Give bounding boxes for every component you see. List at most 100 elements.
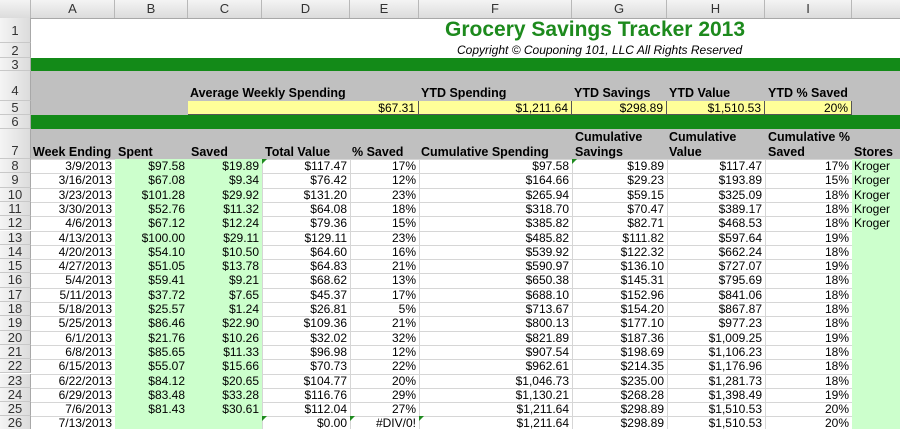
cell-total-value[interactable]: $32.02 bbox=[310, 330, 347, 345]
cell-week-ending[interactable]: 4/13/2013 bbox=[58, 230, 112, 245]
cell-saved[interactable]: $29.11 bbox=[223, 230, 259, 245]
cell-cum-spending[interactable]: $821.89 bbox=[525, 330, 569, 345]
cell-week-ending[interactable]: 4/27/2013 bbox=[58, 259, 112, 274]
cell-saved[interactable]: $10.26 bbox=[222, 330, 259, 345]
cell-store[interactable]: Kroger bbox=[854, 201, 891, 216]
cell-week-ending[interactable]: 4/20/2013 bbox=[58, 244, 112, 259]
cell-saved[interactable]: $7.65 bbox=[228, 287, 259, 302]
cell-cum-pct[interactable]: 18% bbox=[824, 302, 849, 316]
cell-cum-spending[interactable]: $318.70 bbox=[525, 201, 569, 216]
cell-cum-spending[interactable]: $485.82 bbox=[525, 230, 569, 245]
cell-pct-saved[interactable]: 21% bbox=[391, 316, 416, 331]
cell-cum-pct[interactable]: 18% bbox=[824, 273, 849, 288]
cell-spent[interactable]: $85.65 bbox=[148, 344, 185, 359]
cell-week-ending[interactable]: 6/15/2013 bbox=[58, 359, 112, 374]
cell-cum-pct[interactable]: 18% bbox=[824, 201, 849, 216]
cell-cum-spending[interactable]: $1,046.73 bbox=[515, 373, 569, 388]
cell-cum-savings[interactable]: $154.20 bbox=[620, 302, 664, 316]
cell-cum-savings[interactable]: $59.15 bbox=[627, 187, 664, 202]
cell-cum-value[interactable]: $1,281.73 bbox=[708, 373, 762, 388]
row-header-12[interactable]: 12 bbox=[0, 215, 31, 231]
row-header-20[interactable]: 20 bbox=[0, 330, 31, 345]
cell-pct-saved[interactable]: 18% bbox=[391, 201, 416, 216]
row-header-3[interactable]: 3 bbox=[0, 58, 31, 71]
cell-cum-spending[interactable]: $539.92 bbox=[525, 244, 569, 259]
cell-cum-spending[interactable]: $590.97 bbox=[525, 259, 569, 274]
cell-store[interactable] bbox=[854, 231, 900, 245]
cell-pct-saved[interactable]: 15% bbox=[391, 216, 416, 231]
cell-cum-value[interactable]: $1,510.53 bbox=[708, 402, 762, 417]
cell-cum-spending[interactable]: $907.54 bbox=[525, 344, 569, 359]
cell-week-ending[interactable]: 6/22/2013 bbox=[58, 373, 112, 388]
cell-spent[interactable]: $25.57 bbox=[148, 302, 185, 316]
row-header-18[interactable]: 18 bbox=[0, 301, 31, 317]
cell-week-ending[interactable]: 6/8/2013 bbox=[65, 344, 112, 359]
row-header-5[interactable]: 5 bbox=[0, 101, 31, 115]
cell-cum-spending[interactable]: $962.61 bbox=[525, 359, 569, 374]
cell-spent[interactable]: $83.48 bbox=[148, 387, 185, 402]
cell-cum-value[interactable]: $977.23 bbox=[718, 316, 762, 331]
cell-cum-value[interactable]: $1,510.53 bbox=[708, 416, 762, 429]
row-header-10[interactable]: 10 bbox=[0, 187, 31, 202]
ytd-value-value[interactable]: $1,510.53 bbox=[667, 101, 765, 115]
cell-spent[interactable]: $67.12 bbox=[148, 216, 185, 231]
cell-store[interactable]: Kroger bbox=[854, 187, 891, 202]
avg-weekly-value[interactable]: $67.31 bbox=[188, 101, 419, 115]
cell-cum-pct[interactable]: 18% bbox=[824, 316, 849, 331]
cell-cum-savings[interactable]: $70.47 bbox=[627, 201, 664, 216]
cell-week-ending[interactable]: 6/1/2013 bbox=[65, 330, 112, 345]
row-header-15[interactable]: 15 bbox=[0, 258, 31, 274]
cell-store[interactable] bbox=[854, 245, 900, 259]
cell-total-value[interactable]: $117.47 bbox=[304, 159, 348, 173]
cell-cum-value[interactable]: $193.89 bbox=[718, 173, 762, 188]
cell-store[interactable] bbox=[854, 273, 900, 287]
row-header-2[interactable]: 2 bbox=[0, 43, 31, 58]
cell-total-value[interactable]: $70.73 bbox=[310, 359, 347, 374]
cell-total-value[interactable]: $79.36 bbox=[310, 216, 347, 231]
ytd-savings-value[interactable]: $298.89 bbox=[572, 101, 667, 115]
cell-store[interactable] bbox=[854, 288, 900, 302]
cell-cum-spending[interactable]: $164.66 bbox=[525, 173, 569, 188]
cell-cum-value[interactable]: $795.69 bbox=[718, 273, 762, 288]
cell-saved[interactable]: $29.92 bbox=[222, 187, 259, 202]
cell-saved[interactable]: $11.33 bbox=[223, 344, 259, 359]
cell-cum-value[interactable]: $662.24 bbox=[718, 244, 762, 259]
cell-pct-saved[interactable]: 12% bbox=[391, 344, 416, 359]
cell-saved[interactable]: $30.61 bbox=[222, 402, 259, 417]
cell-saved[interactable]: $11.32 bbox=[223, 201, 259, 216]
select-all-corner[interactable] bbox=[0, 0, 31, 18]
cell-spent[interactable]: $81.43 bbox=[148, 402, 185, 417]
cell-spent[interactable]: $84.12 bbox=[148, 373, 185, 388]
cell-week-ending[interactable]: 3/30/2013 bbox=[58, 201, 112, 216]
cell-cum-pct[interactable]: 18% bbox=[824, 287, 849, 302]
cell-week-ending[interactable]: 3/9/2013 bbox=[65, 159, 112, 173]
cell-cum-pct[interactable]: 19% bbox=[824, 230, 849, 245]
cell-cum-spending[interactable]: $688.10 bbox=[525, 287, 569, 302]
row-header-9[interactable]: 9 bbox=[0, 172, 31, 188]
cell-spent[interactable]: $86.46 bbox=[148, 316, 185, 331]
cell-store[interactable] bbox=[854, 359, 900, 373]
cell-saved[interactable]: $20.65 bbox=[222, 373, 259, 388]
cell-store[interactable] bbox=[854, 388, 900, 402]
cell-cum-savings[interactable]: $177.10 bbox=[620, 316, 664, 331]
cell-cum-pct[interactable]: 18% bbox=[824, 344, 849, 359]
cell-week-ending[interactable]: 5/4/2013 bbox=[65, 273, 112, 288]
cell-cum-value[interactable]: $597.64 bbox=[718, 230, 762, 245]
cell-total-value[interactable]: $0.00 bbox=[316, 416, 347, 429]
cell-cum-spending[interactable]: $97.58 bbox=[532, 159, 569, 173]
cell-saved[interactable]: $19.89 bbox=[222, 159, 259, 173]
cell-cum-spending[interactable]: $385.82 bbox=[525, 216, 569, 231]
cell-pct-saved[interactable]: 17% bbox=[391, 159, 416, 173]
row-header-8[interactable]: 8 bbox=[0, 158, 31, 174]
cell-cum-savings[interactable]: $198.69 bbox=[620, 344, 664, 359]
cell-cum-value[interactable]: $727.07 bbox=[718, 259, 762, 274]
cell-week-ending[interactable]: 5/18/2013 bbox=[58, 302, 112, 316]
cell-cum-spending[interactable]: $713.67 bbox=[525, 302, 569, 316]
cell-total-value[interactable]: $64.60 bbox=[310, 244, 347, 259]
cell-store[interactable]: Kroger bbox=[854, 159, 891, 173]
cell-week-ending[interactable]: 6/29/2013 bbox=[58, 387, 112, 402]
cell-total-value[interactable]: $96.98 bbox=[310, 344, 347, 359]
cell-cum-pct[interactable]: 19% bbox=[824, 387, 849, 402]
cell-saved[interactable]: $9.21 bbox=[228, 273, 259, 288]
ytd-spending-value[interactable]: $1,211.64 bbox=[419, 101, 572, 115]
